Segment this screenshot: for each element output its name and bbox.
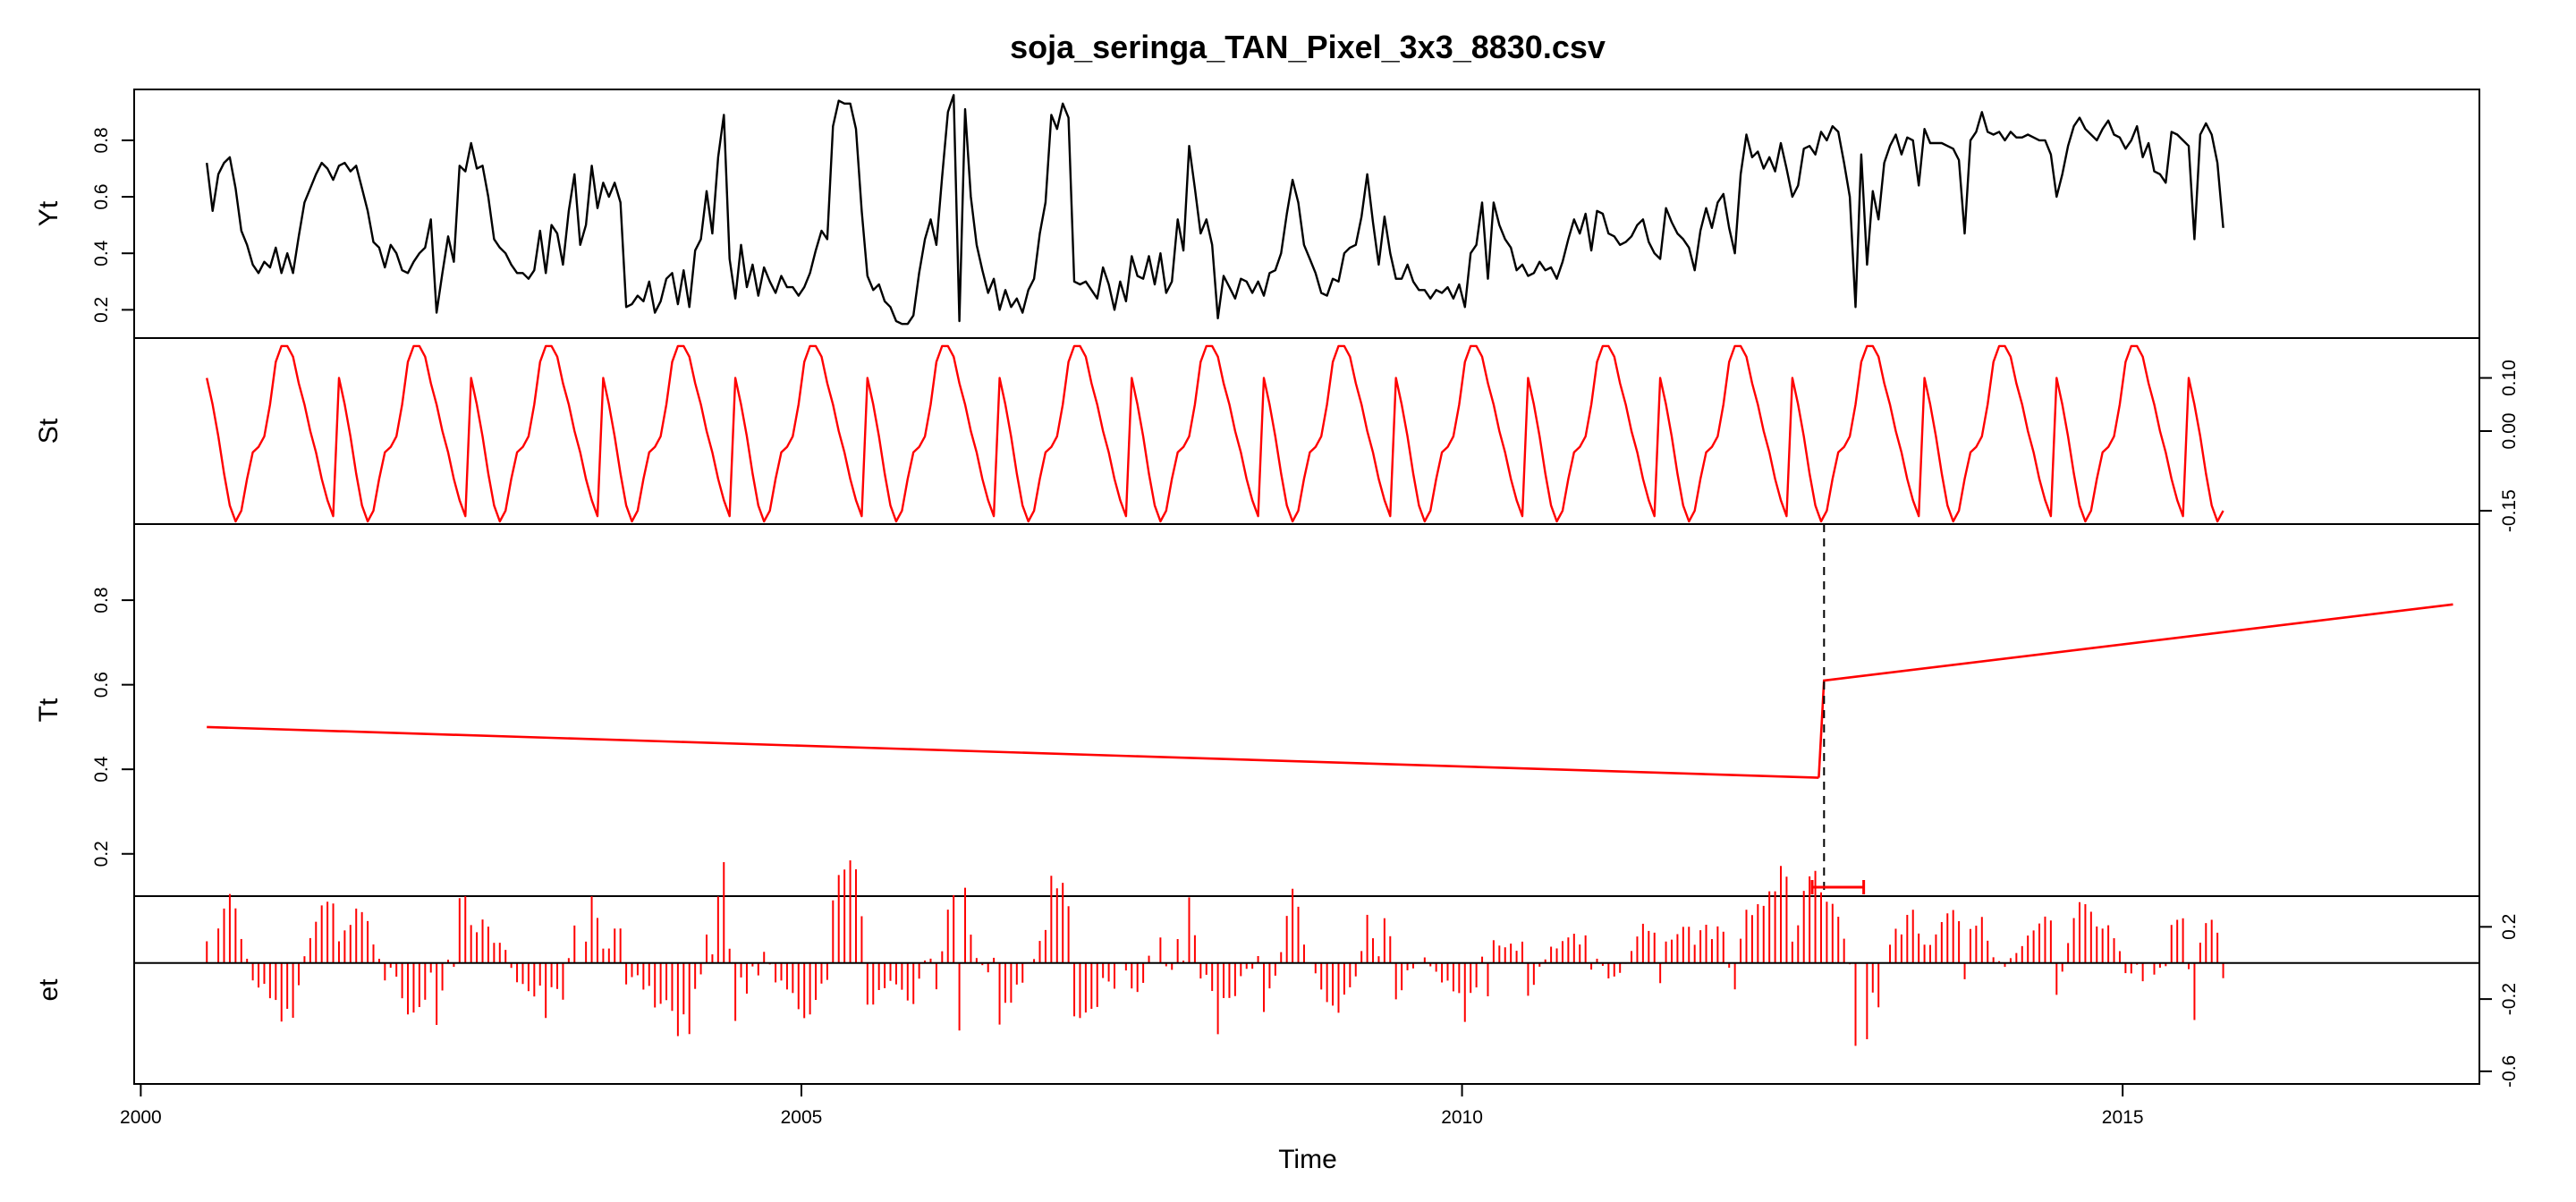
y-tick-label: -0.6 — [2499, 1055, 2520, 1088]
panel-label: et — [34, 978, 64, 1002]
st-seasonal-line — [206, 344, 2224, 523]
panel-st: St -0.15 0.00 0.10 — [34, 337, 2520, 532]
y-tick-label: 0.4 — [91, 240, 112, 267]
panel-frame — [133, 337, 2480, 525]
panel-frame — [133, 895, 2480, 1085]
x-tick-label: 2000 — [120, 1107, 162, 1128]
tt-trend-segment-1 — [207, 725, 1819, 779]
x-tick-label: 2005 — [781, 1107, 823, 1128]
panel-frame — [133, 523, 2480, 897]
y-tick-label: 0.8 — [91, 587, 112, 613]
panels-group: Yt 0.2 0.4 0.6 0.8 St -0.15 0.00 0.10 Tt 0.2 0.4 0.6… — [34, 89, 2520, 1088]
chart-title: soja_seringa_TAN_Pixel_3x3_8830.csv — [1010, 29, 1606, 65]
tt-trend-segment-2 — [1818, 603, 2453, 778]
x-axis-label: Time — [1278, 1145, 1337, 1174]
y-tick-label: -0.2 — [2499, 983, 2520, 1015]
y-tick-label: -0.15 — [2499, 489, 2520, 532]
y-tick-label: 0.4 — [91, 756, 112, 783]
y-tick-label: 0.00 — [2499, 413, 2520, 450]
y-tick-label: 0.8 — [91, 127, 112, 153]
panel-tt: Tt 0.2 0.4 0.6 0.8 — [34, 523, 2480, 897]
panel-et: et -0.6 -0.2 0.2 — [34, 860, 2520, 1088]
y-tick-label: 0.2 — [91, 297, 112, 323]
y-tick-label: 0.10 — [2499, 360, 2520, 396]
panel-label: St — [34, 418, 64, 444]
panel-frame — [133, 89, 2480, 339]
x-tick-label: 2015 — [2102, 1107, 2144, 1128]
panel-label: Yt — [34, 200, 64, 226]
panel-yt: Yt 0.2 0.4 0.6 0.8 — [34, 89, 2480, 339]
x-axis: 2000 2005 2010 2015 — [120, 1083, 2144, 1128]
x-tick-label: 2010 — [1441, 1107, 1483, 1128]
y-tick-label: 0.6 — [91, 183, 112, 209]
panel-label: Tt — [34, 698, 64, 722]
yt-series-line — [206, 94, 2224, 326]
y-tick-label: 0.6 — [91, 672, 112, 698]
y-tick-label: 0.2 — [2499, 914, 2520, 940]
y-tick-label: 0.2 — [91, 841, 112, 867]
